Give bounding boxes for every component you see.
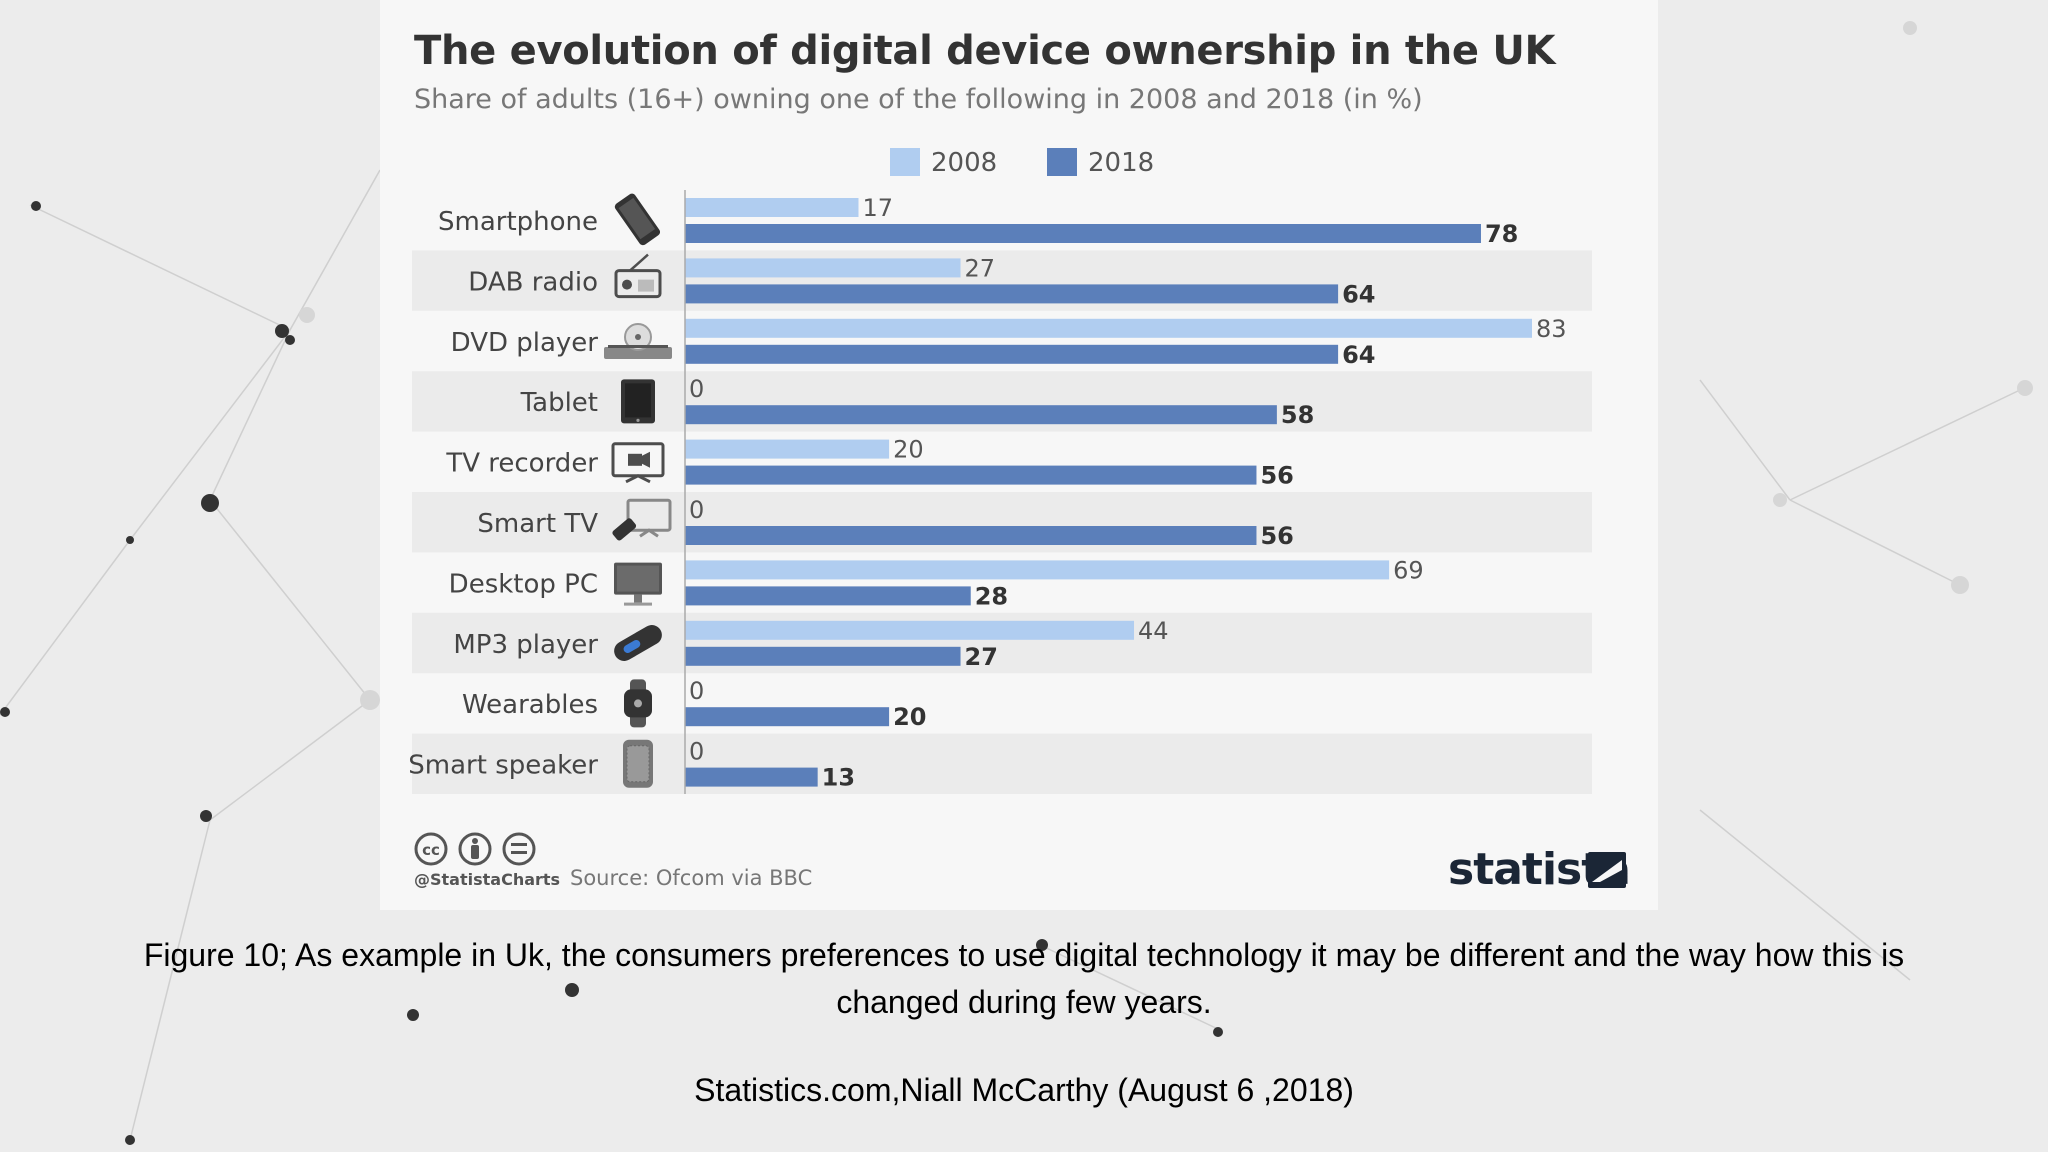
category-label-smart-tv: Smart TV (477, 509, 598, 539)
category-label-desktop-pc: Desktop PC (449, 569, 598, 599)
value-label-2018-smart-speaker: 13 (822, 764, 855, 792)
category-label-smart-speaker: Smart speaker (408, 751, 598, 781)
value-label-2008-smartphone: 17 (862, 194, 893, 222)
value-label-2008-smart-tv: 0 (689, 496, 704, 524)
smart-tv-icon (612, 498, 672, 541)
tablet-icon (621, 379, 655, 424)
bar-chart: 2008 2018 Smartphone 17 78 DAB radio 27 64 DVD p… (408, 148, 1592, 794)
figure-credit: Statistics.com,Niall McCarthy (August 6 … (694, 1072, 1354, 1108)
bar-2008-dvd-player (685, 318, 1532, 338)
bar-2018-tv-recorder (685, 465, 1257, 485)
legend-swatch-2008 (890, 148, 920, 176)
source-note: Source: Ofcom via BBC (570, 866, 813, 890)
category-label-wearables: Wearables (462, 690, 598, 720)
bar-2018-smart-tv (685, 526, 1257, 545)
chart-subtitle: Share of adults (16+) owning one of the … (414, 84, 1423, 115)
value-label-2008-dab-radio: 27 (965, 254, 996, 282)
value-label-2018-mp3-player: 27 (965, 643, 998, 671)
value-label-2008-wearables: 0 (689, 677, 704, 705)
bar-2018-dvd-player (685, 344, 1339, 364)
legend-label-2018: 2018 (1088, 148, 1154, 178)
row-stripe-smart-speaker (412, 733, 1592, 794)
attribution-icon (458, 832, 492, 866)
desktop-pc-icon (614, 562, 662, 606)
smartphone-icon (614, 193, 661, 246)
value-label-2018-tablet: 58 (1281, 401, 1314, 429)
cc-icon: cc (414, 832, 448, 866)
category-label-smartphone: Smartphone (438, 207, 598, 237)
statista-handle: @StatistaCharts (414, 870, 561, 889)
value-label-2018-wearables: 20 (893, 703, 926, 731)
category-label-tv-recorder: TV recorder (445, 449, 598, 479)
value-label-2008-dvd-player: 83 (1536, 315, 1567, 343)
bar-2018-smartphone (685, 224, 1481, 243)
tv-recorder-icon (611, 442, 665, 484)
category-label-mp3-player: MP3 player (453, 630, 598, 660)
bar-2018-mp3-player (685, 646, 961, 666)
radio-icon (614, 253, 662, 299)
bar-2018-smart-speaker (685, 767, 818, 787)
dvd-player-icon (604, 323, 672, 359)
value-label-2018-smart-tv: 56 (1260, 522, 1293, 550)
bar-2018-dab-radio (685, 284, 1339, 304)
bar-2008-smartphone (685, 198, 859, 217)
value-label-2008-mp3-player: 44 (1138, 617, 1169, 645)
no-derivatives-icon (502, 832, 536, 866)
figure-caption: Figure 10; As example in Uk, the consume… (143, 937, 1905, 1020)
mp3-player-icon (614, 625, 662, 661)
bar-2018-tablet (685, 405, 1277, 425)
chart-title: The evolution of digital device ownershi… (414, 28, 1556, 74)
bar-2018-wearables (685, 707, 890, 727)
bar-2008-desktop-pc (685, 560, 1390, 580)
value-label-2018-tv-recorder: 56 (1260, 462, 1293, 490)
license-icons: cc (414, 832, 536, 866)
value-label-2008-tv-recorder: 20 (893, 436, 924, 464)
value-label-2008-tablet: 0 (689, 375, 704, 403)
bar-2008-mp3-player (685, 620, 1135, 640)
value-label-2018-smartphone: 78 (1485, 220, 1518, 248)
legend-swatch-2018 (1047, 148, 1077, 176)
wearable-icon (624, 679, 652, 728)
value-label-2018-desktop-pc: 28 (975, 582, 1008, 610)
legend-label-2008: 2008 (931, 148, 997, 178)
value-label-2008-desktop-pc: 69 (1393, 556, 1424, 584)
bar-2008-dab-radio (685, 258, 961, 278)
svg-text:cc: cc (422, 841, 440, 859)
bar-2018-desktop-pc (685, 586, 971, 606)
value-label-2008-smart-speaker: 0 (689, 738, 704, 766)
chart-card: The evolution of digital device ownershi… (380, 0, 1658, 910)
value-label-2018-dab-radio: 64 (1342, 280, 1375, 308)
statista-logo-icon (1588, 852, 1626, 888)
value-label-2018-dvd-player: 64 (1342, 341, 1375, 369)
bar-2008-tv-recorder (685, 439, 890, 459)
category-label-dvd-player: DVD player (451, 328, 599, 358)
smart-speaker-icon (623, 739, 653, 788)
category-label-dab-radio: DAB radio (468, 267, 598, 297)
category-label-tablet: Tablet (520, 388, 598, 418)
